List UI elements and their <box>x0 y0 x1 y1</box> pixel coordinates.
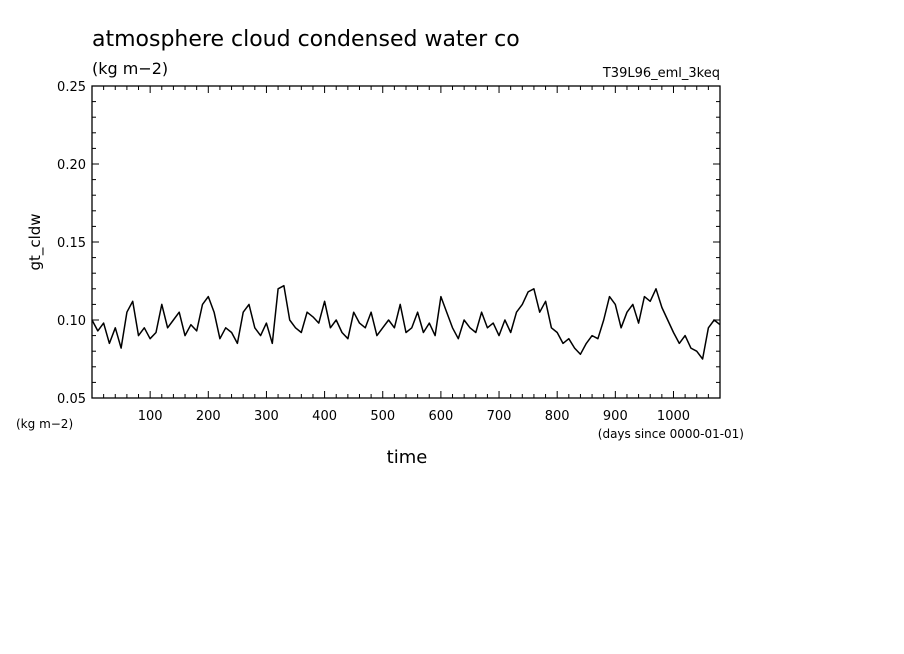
x-tick-label: 800 <box>545 409 570 424</box>
y-tick-label: 0.15 <box>57 236 86 251</box>
y-axis-label: gt_cldw <box>26 213 45 270</box>
plot-frame <box>91 85 721 399</box>
x-tick-label: 500 <box>370 409 395 424</box>
x-tick-label: 400 <box>312 409 337 424</box>
x-units-label: (days since 0000-01-01) <box>598 427 744 441</box>
x-tick-label: 900 <box>603 409 628 424</box>
y-tick-labels: 0.05 0.10 0.15 0.20 0.25 <box>57 80 86 407</box>
x-tick-label: 100 <box>138 409 163 424</box>
units-label: (kg m−2) <box>92 59 168 78</box>
x-tick-label: 1000 <box>657 409 690 424</box>
x-tick-label: 700 <box>487 409 512 424</box>
series-line-gt-cldw <box>91 284 721 360</box>
y-tick-label: 0.05 <box>57 392 86 407</box>
x-tick-labels: 100 200 300 400 500 600 700 800 900 1000 <box>138 409 690 424</box>
y-tick-label: 0.25 <box>57 80 86 95</box>
x-tick-label: 600 <box>428 409 453 424</box>
y-tick-label: 0.10 <box>57 314 86 329</box>
y-tick-label: 0.20 <box>57 158 86 173</box>
chart-title: atmosphere cloud condensed water co <box>92 27 520 52</box>
experiment-label: T39L96_eml_3keq <box>602 66 720 81</box>
y-units-label: (kg m−2) <box>16 417 73 431</box>
x-axis-label: time <box>387 447 428 468</box>
axis-ticks <box>92 86 720 398</box>
x-tick-label: 200 <box>196 409 221 424</box>
x-tick-label: 300 <box>254 409 279 424</box>
